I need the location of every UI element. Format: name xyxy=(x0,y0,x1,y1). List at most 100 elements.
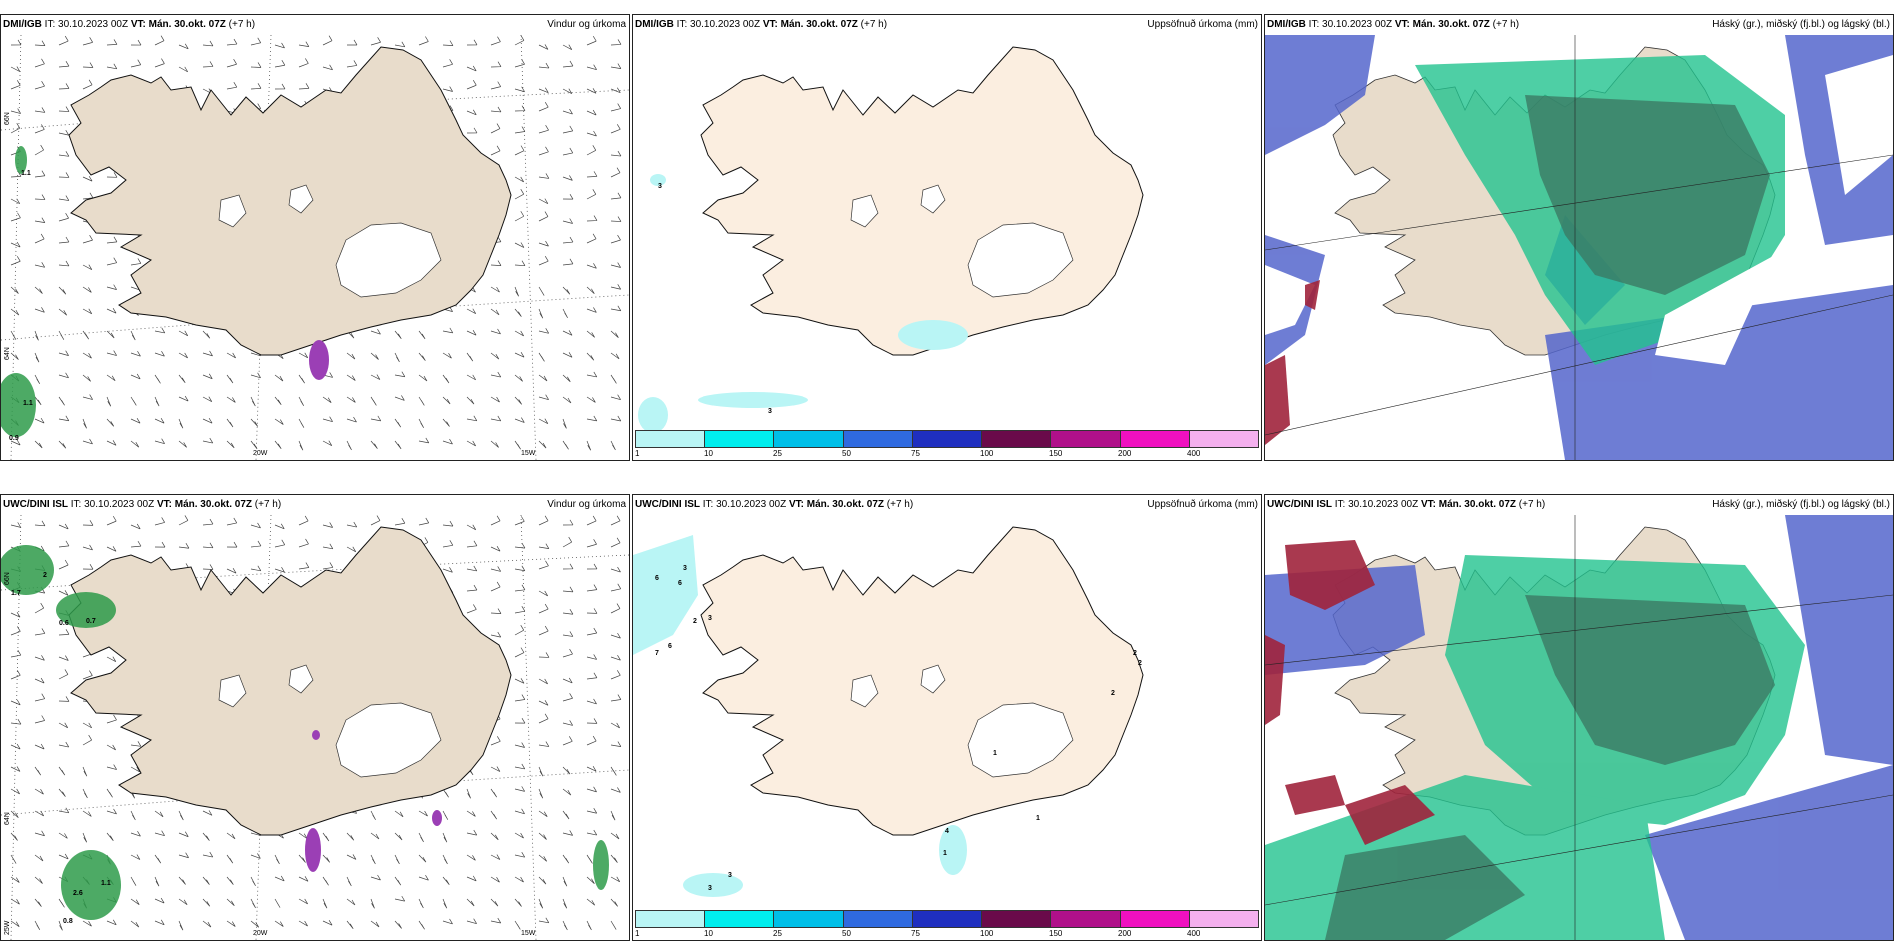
init-time: 30.10.2023 00Z xyxy=(1348,499,1419,510)
wind-barb xyxy=(514,35,525,46)
wind-barb xyxy=(298,374,305,384)
wind-barb xyxy=(466,540,478,548)
wind-barb xyxy=(10,832,18,841)
wind-barb xyxy=(514,352,525,358)
wind-barb xyxy=(538,286,545,296)
wind-barb xyxy=(274,83,286,90)
wind-barb xyxy=(586,263,597,269)
wind-barb xyxy=(106,440,117,446)
wind-barb xyxy=(586,396,596,403)
wind-barb xyxy=(58,308,68,316)
wind-barb xyxy=(490,352,500,360)
cb-label: 1 xyxy=(635,929,640,938)
wind-precip-map: 1.1 1.1 0.9 20W 15W 66N 64N xyxy=(1,35,629,460)
wind-barb xyxy=(250,876,256,887)
wind-barb xyxy=(514,516,525,526)
wind-barb xyxy=(10,352,19,360)
precip-label: 2 xyxy=(1138,660,1142,667)
wind-barb xyxy=(538,240,549,247)
wind-barb xyxy=(586,215,598,222)
wind-barb xyxy=(562,258,574,266)
wind-barb xyxy=(490,415,502,422)
wind-barb xyxy=(34,352,40,363)
wind-barb xyxy=(370,854,376,865)
wind-barb xyxy=(10,522,22,528)
wind-barb xyxy=(274,920,284,927)
wind-barb xyxy=(202,564,214,570)
wind-barb xyxy=(514,145,525,156)
wind-barb xyxy=(58,151,70,157)
wind-barb xyxy=(298,515,309,526)
wind-barb xyxy=(154,35,165,46)
wind-barb xyxy=(610,515,621,526)
wind-barb xyxy=(82,286,92,293)
wind-barb xyxy=(586,286,595,295)
wind-barb xyxy=(58,415,70,422)
wind-barb xyxy=(466,875,477,882)
map-panel-clouds-uwc: UWC/DINI ISL IT: 30.10.2023 00Z VT: Mán.… xyxy=(1264,494,1894,941)
wind-barb xyxy=(418,396,425,406)
panel-header: DMI/IGB IT: 30.10.2023 00Z VT: Mán. 30.o… xyxy=(1265,15,1893,35)
colorbar-swatches xyxy=(635,430,1259,448)
wind-barb xyxy=(394,41,406,48)
wind-barb xyxy=(346,374,356,381)
wind-barb xyxy=(562,308,568,319)
wind-barb xyxy=(34,520,46,527)
wind-barb xyxy=(610,305,622,312)
wind-barb xyxy=(442,396,451,405)
wind-barb xyxy=(346,876,352,887)
wind-barb xyxy=(34,194,46,200)
precip-area xyxy=(633,535,967,897)
wind-barb xyxy=(610,150,622,157)
wind-barb xyxy=(298,396,304,407)
model-name: UWC/DINI ISL xyxy=(635,499,700,510)
wind-barb xyxy=(130,418,141,424)
wind-barb xyxy=(130,351,141,357)
wind-barb xyxy=(106,832,114,841)
wind-barb xyxy=(250,440,258,450)
wind-barb xyxy=(82,374,91,382)
red-precip xyxy=(1265,280,1320,445)
wind-barb xyxy=(562,830,574,836)
wind-barb xyxy=(610,537,621,548)
wind-barb xyxy=(562,536,573,548)
wind-barb xyxy=(82,330,90,340)
precip-label: 1.7 xyxy=(11,590,21,597)
wind-barb xyxy=(58,83,70,90)
wind-barb xyxy=(610,374,617,384)
cb-swatch xyxy=(705,431,775,447)
wind-barb xyxy=(394,330,402,339)
wind-barb xyxy=(34,715,45,724)
wind-barb xyxy=(610,352,620,360)
wind-barb xyxy=(418,810,428,817)
it-label: IT: xyxy=(1308,19,1320,30)
wind-barb xyxy=(250,920,260,928)
wind-barb xyxy=(58,832,68,839)
wind-barb xyxy=(610,440,616,451)
precip-label: 3 xyxy=(768,408,772,415)
wind-barb xyxy=(514,330,525,337)
wind-barb xyxy=(154,438,165,445)
wind-barb xyxy=(514,396,523,405)
wind-barb xyxy=(10,650,22,658)
wind-barb xyxy=(178,418,184,429)
wind-barb xyxy=(538,543,550,549)
cb-swatch xyxy=(1189,431,1258,447)
wind-barb xyxy=(466,65,477,72)
wind-barb xyxy=(610,167,621,178)
wind-barb xyxy=(34,830,45,837)
wind-barb xyxy=(490,106,502,113)
heavy-precip xyxy=(305,730,442,872)
wind-barb xyxy=(538,125,549,134)
wind-barb xyxy=(442,418,450,427)
wind-barb xyxy=(346,440,352,451)
wind-barb xyxy=(106,418,115,427)
wind-barb xyxy=(250,853,261,859)
precip-label: 2 xyxy=(1133,650,1137,657)
wind-barb xyxy=(538,62,550,69)
wind-barb xyxy=(514,786,526,792)
vt-label: VT: xyxy=(130,19,146,30)
wind-barb xyxy=(418,36,429,46)
wind-barb xyxy=(490,371,502,378)
wind-barb xyxy=(154,541,166,548)
